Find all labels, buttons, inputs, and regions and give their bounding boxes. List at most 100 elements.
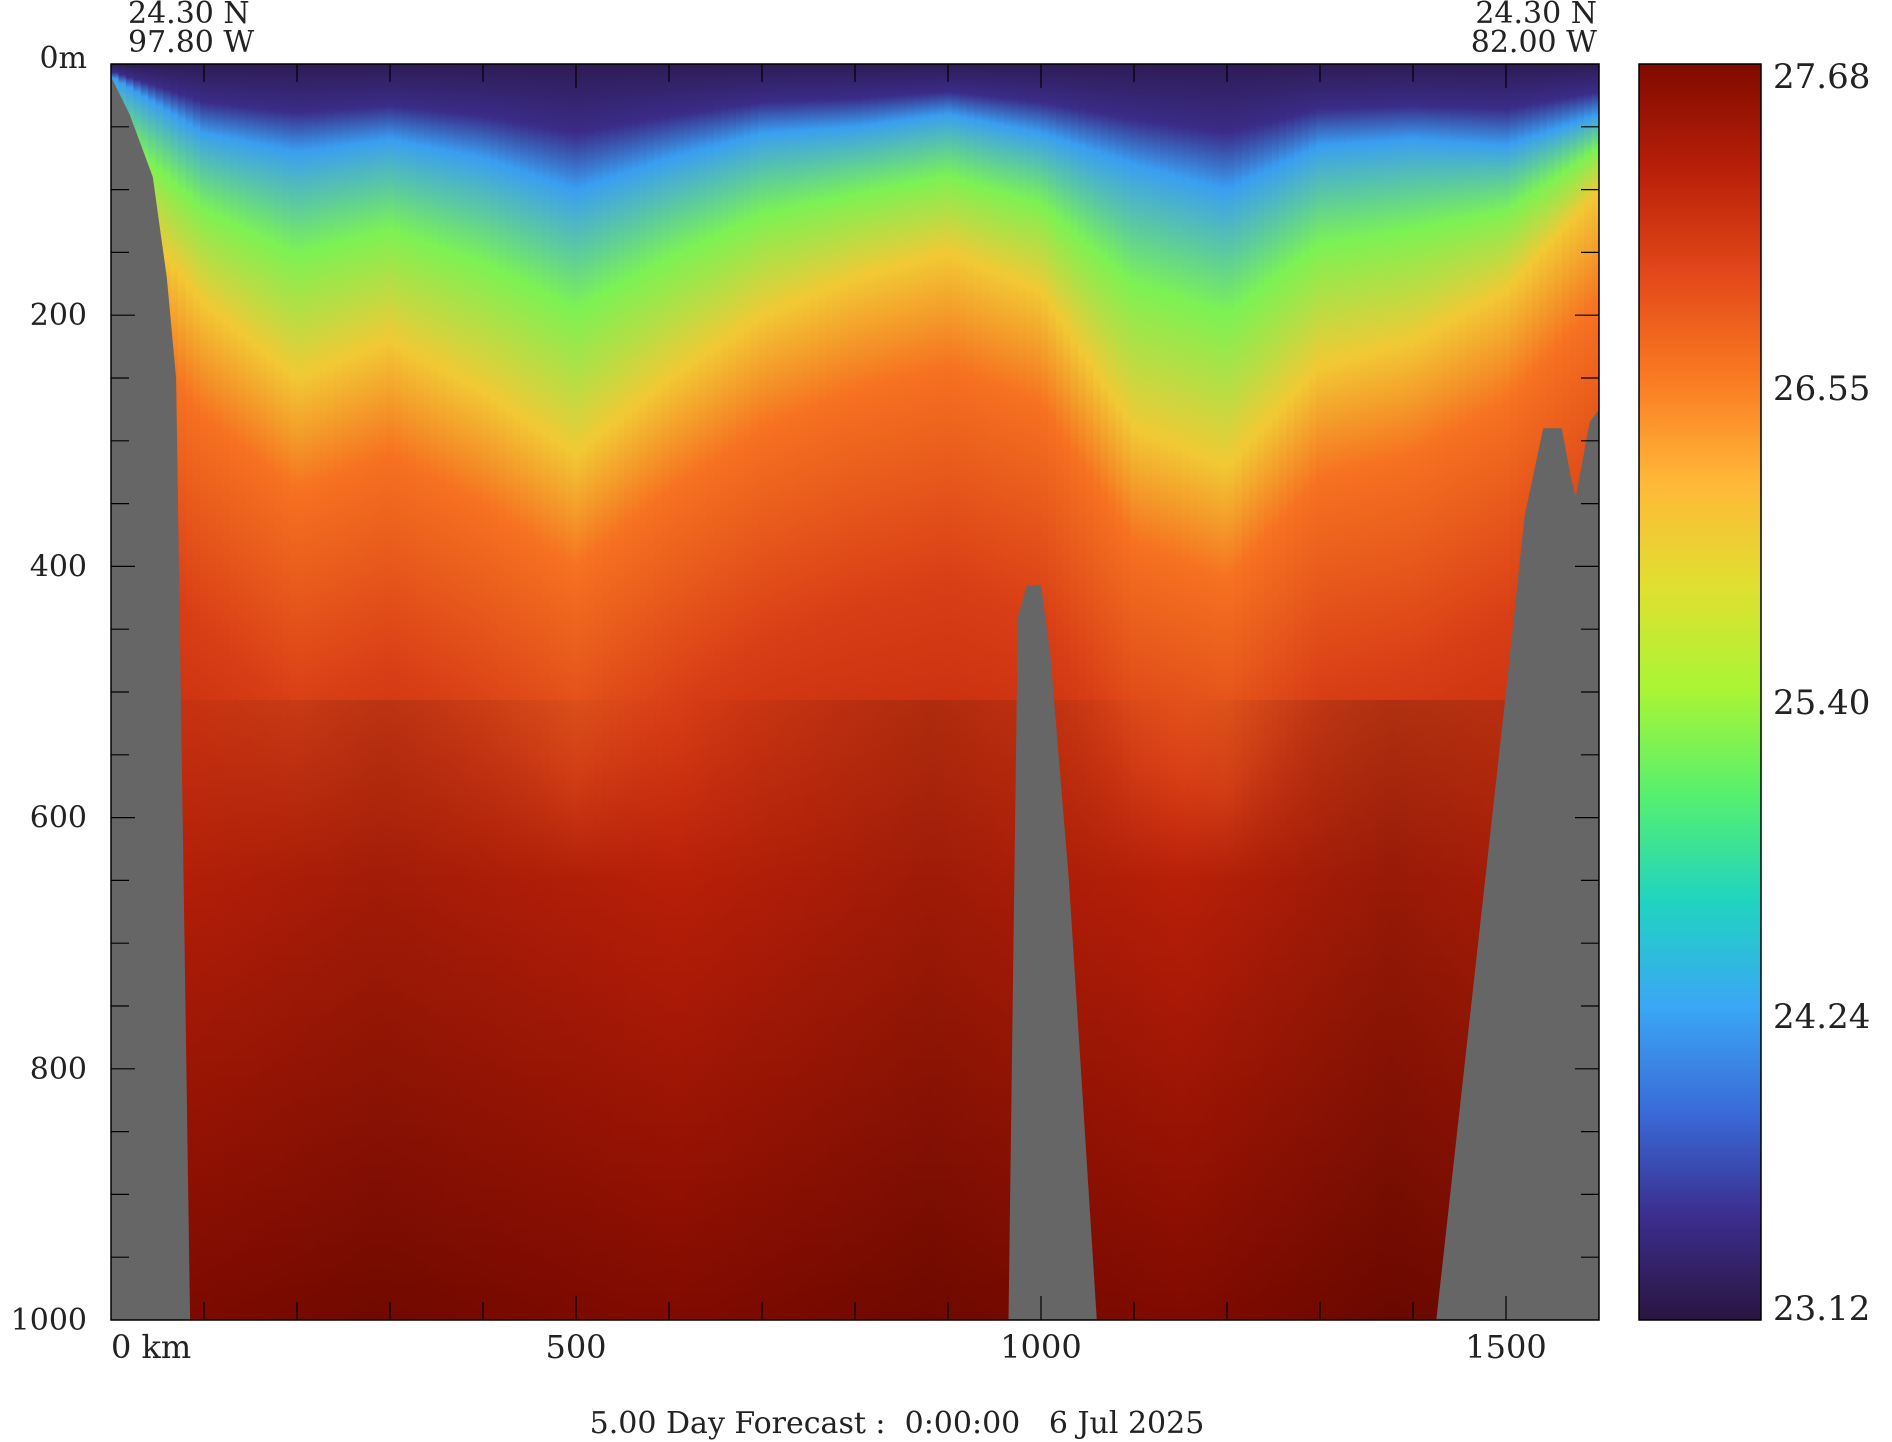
temperature-column (378, 64, 388, 1320)
temperature-column (1487, 64, 1496, 1320)
temperature-column (1293, 64, 1303, 1320)
x-tick-label: 1500 (1465, 1328, 1546, 1366)
temperature-column (1420, 64, 1429, 1320)
temperature-column (810, 64, 819, 1320)
temperature-column (1457, 64, 1466, 1320)
temperature-column (713, 64, 722, 1320)
temperature-column (1264, 64, 1273, 1320)
temperature-column (564, 64, 574, 1320)
temperature-column (802, 64, 812, 1320)
temperature-column (297, 64, 306, 1320)
temperature-column (1442, 64, 1451, 1320)
colorbar-tick-label: 26.55 (1773, 369, 1870, 409)
temperature-column (773, 64, 782, 1320)
temperature-column (483, 64, 492, 1320)
temperature-column (654, 64, 663, 1320)
temperature-column (177, 64, 187, 1320)
temperature-column (661, 64, 670, 1320)
temperature-column (639, 64, 648, 1320)
temperature-column (207, 64, 216, 1320)
temperature-column (944, 64, 953, 1320)
chart-title: 5.00 Day Forecast : 0:00:00 6 Jul 2025 (590, 1406, 1205, 1441)
colorbar-tick-label: 27.68 (1773, 57, 1870, 97)
temperature-column (706, 64, 715, 1320)
temperature-column (490, 64, 499, 1320)
temperature-column (1383, 64, 1392, 1320)
temperature-column (1055, 64, 1065, 1320)
right-latitude-label: 24.30 N (1475, 0, 1597, 31)
temperature-column (877, 64, 886, 1320)
colorbar-tick-label: 23.12 (1773, 1289, 1870, 1329)
temperature-column (959, 64, 968, 1320)
temperature-column (974, 64, 983, 1320)
temperature-column (728, 64, 737, 1320)
temperature-column (907, 64, 916, 1320)
temperature-column (311, 64, 321, 1320)
temperature-column (1316, 64, 1325, 1320)
temperature-column (1107, 64, 1117, 1320)
temperature-column (185, 64, 194, 1320)
temperature-column (542, 64, 551, 1320)
y-tick-label: 200 (30, 298, 87, 333)
temperature-column (921, 64, 931, 1320)
field-shading (111, 700, 1599, 1320)
temperature-column (750, 64, 760, 1320)
temperature-column (817, 64, 827, 1320)
right-longitude-label: 82.00 W (1471, 25, 1597, 60)
temperature-column (1286, 64, 1295, 1320)
temperature-column (349, 64, 358, 1320)
temperature-column (869, 64, 879, 1320)
temperature-column (1197, 64, 1206, 1320)
temperature-column (438, 64, 447, 1320)
temperature-column (319, 64, 328, 1320)
temperature-column (966, 64, 975, 1320)
temperature-column (847, 64, 856, 1320)
temperature-column (453, 64, 462, 1320)
temperature-column (1078, 64, 1087, 1320)
temperature-field (111, 64, 1599, 1320)
temperature-column (1003, 64, 1013, 1320)
temperature-column (669, 64, 678, 1320)
temperature-column (1100, 64, 1109, 1320)
temperature-column (386, 64, 395, 1320)
temperature-column (1271, 64, 1280, 1320)
temperature-column (512, 64, 521, 1320)
temperature-column (468, 64, 477, 1320)
temperature-column (1279, 64, 1288, 1320)
temperature-column (1174, 64, 1184, 1320)
temperature-column (1494, 64, 1504, 1320)
temperature-column (535, 64, 544, 1320)
temperature-column (1398, 64, 1407, 1320)
temperature-column (520, 64, 529, 1320)
temperature-column (832, 64, 841, 1320)
temperature-column (1405, 64, 1414, 1320)
temperature-column (1368, 64, 1377, 1320)
temperature-column (914, 64, 923, 1320)
temperature-column (735, 64, 745, 1320)
temperature-column (1167, 64, 1176, 1320)
temperature-column (289, 64, 298, 1320)
temperature-column (795, 64, 804, 1320)
temperature-column (1130, 64, 1139, 1320)
temperature-column (996, 64, 1005, 1320)
temperature-column (408, 64, 417, 1320)
temperature-column (334, 64, 343, 1320)
temperature-column (430, 64, 440, 1320)
temperature-column (371, 64, 380, 1320)
y-tick-label: 400 (30, 549, 87, 584)
temperature-column (951, 64, 960, 1320)
temperature-column (259, 64, 269, 1320)
temperature-column (304, 64, 313, 1320)
temperature-column (1145, 64, 1154, 1320)
temperature-column (192, 64, 202, 1320)
temperature-column (1160, 64, 1169, 1320)
temperature-column (840, 64, 849, 1320)
temperature-column (1152, 64, 1161, 1320)
temperature-column (1256, 64, 1265, 1320)
axis-ticks (111, 64, 1599, 1320)
temperature-column (862, 64, 871, 1320)
temperature-column (1204, 64, 1213, 1320)
temperature-column (1227, 64, 1236, 1320)
temperature-column (549, 64, 559, 1320)
